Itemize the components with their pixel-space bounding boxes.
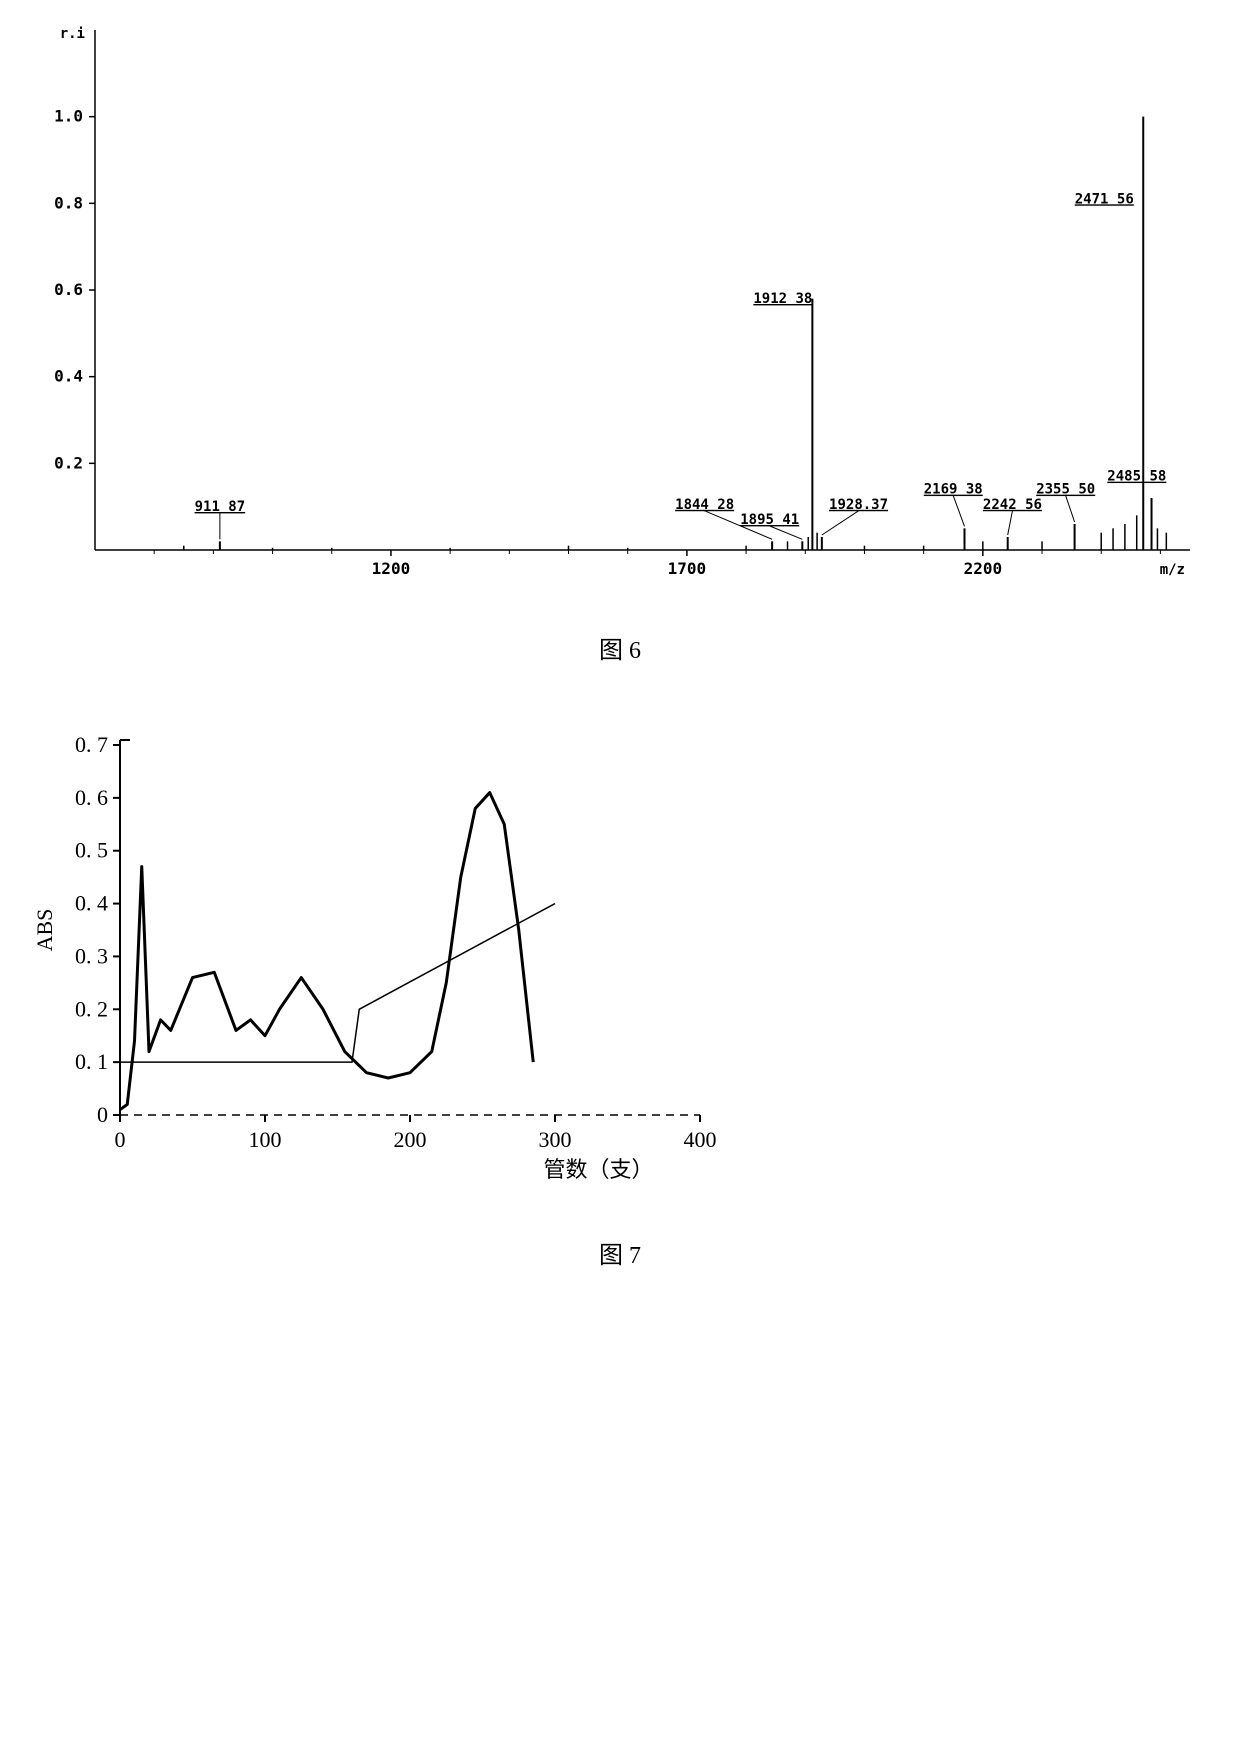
chromatogram-chart: 0 0. 1 0. 2 0. 3 0. 4 0. 5 0. 6 0. 7 ABS 0 100 200 3…: [20, 725, 720, 1205]
svg-text:0. 3: 0. 3: [75, 943, 108, 968]
svg-text:2169 38: 2169 38: [924, 482, 983, 498]
svg-text:1700: 1700: [668, 559, 707, 578]
svg-text:m/z: m/z: [1160, 562, 1185, 578]
svg-text:400: 400: [684, 1127, 717, 1152]
svg-text:ABS: ABS: [32, 909, 57, 952]
svg-text:911 87: 911 87: [195, 499, 246, 515]
svg-text:r.i: r.i: [60, 26, 85, 42]
mass-spectrum-chart: 0.2 0.4 0.6 0.8 1.0 r.i 1200 1700 2200 m/z 911 87 1…: [20, 20, 1200, 600]
svg-text:100: 100: [249, 1127, 282, 1152]
svg-text:2485 58: 2485 58: [1107, 469, 1166, 485]
svg-text:0.2: 0.2: [54, 453, 83, 472]
svg-text:0.4: 0.4: [54, 367, 83, 386]
svg-text:0. 5: 0. 5: [75, 838, 108, 863]
figure-6-caption: 图 6: [20, 630, 1220, 665]
figure-6-container: 0.2 0.4 0.6 0.8 1.0 r.i 1200 1700 2200 m/z 911 87 1…: [20, 20, 1220, 665]
svg-text:0: 0: [115, 1127, 126, 1152]
svg-text:1200: 1200: [372, 559, 411, 578]
svg-text:0. 7: 0. 7: [75, 732, 108, 757]
svg-text:0. 1: 0. 1: [75, 1049, 108, 1074]
svg-text:0. 4: 0. 4: [75, 891, 108, 916]
svg-text:0: 0: [97, 1102, 108, 1127]
svg-text:1928.37: 1928.37: [829, 497, 888, 513]
svg-text:1912 38: 1912 38: [753, 291, 812, 307]
svg-text:0. 6: 0. 6: [75, 785, 108, 810]
svg-text:1844 28: 1844 28: [675, 497, 734, 513]
svg-text:管数（支）: 管数（支）: [543, 1157, 653, 1182]
svg-text:300: 300: [539, 1127, 572, 1152]
figure-7-container: 0 0. 1 0. 2 0. 3 0. 4 0. 5 0. 6 0. 7 ABS 0 100 200 3…: [20, 725, 1220, 1270]
svg-text:1.0: 1.0: [54, 107, 83, 126]
svg-text:2471 56: 2471 56: [1075, 191, 1134, 207]
svg-text:200: 200: [394, 1127, 427, 1152]
figure-7-caption: 图 7: [20, 1235, 1220, 1270]
svg-text:1895 41: 1895 41: [740, 512, 799, 528]
svg-text:0.6: 0.6: [54, 280, 83, 299]
svg-text:0.8: 0.8: [54, 193, 83, 212]
svg-text:2355 50: 2355 50: [1036, 482, 1095, 498]
svg-text:2200: 2200: [964, 559, 1003, 578]
svg-text:0. 2: 0. 2: [75, 996, 108, 1021]
svg-text:2242 56: 2242 56: [983, 497, 1042, 513]
